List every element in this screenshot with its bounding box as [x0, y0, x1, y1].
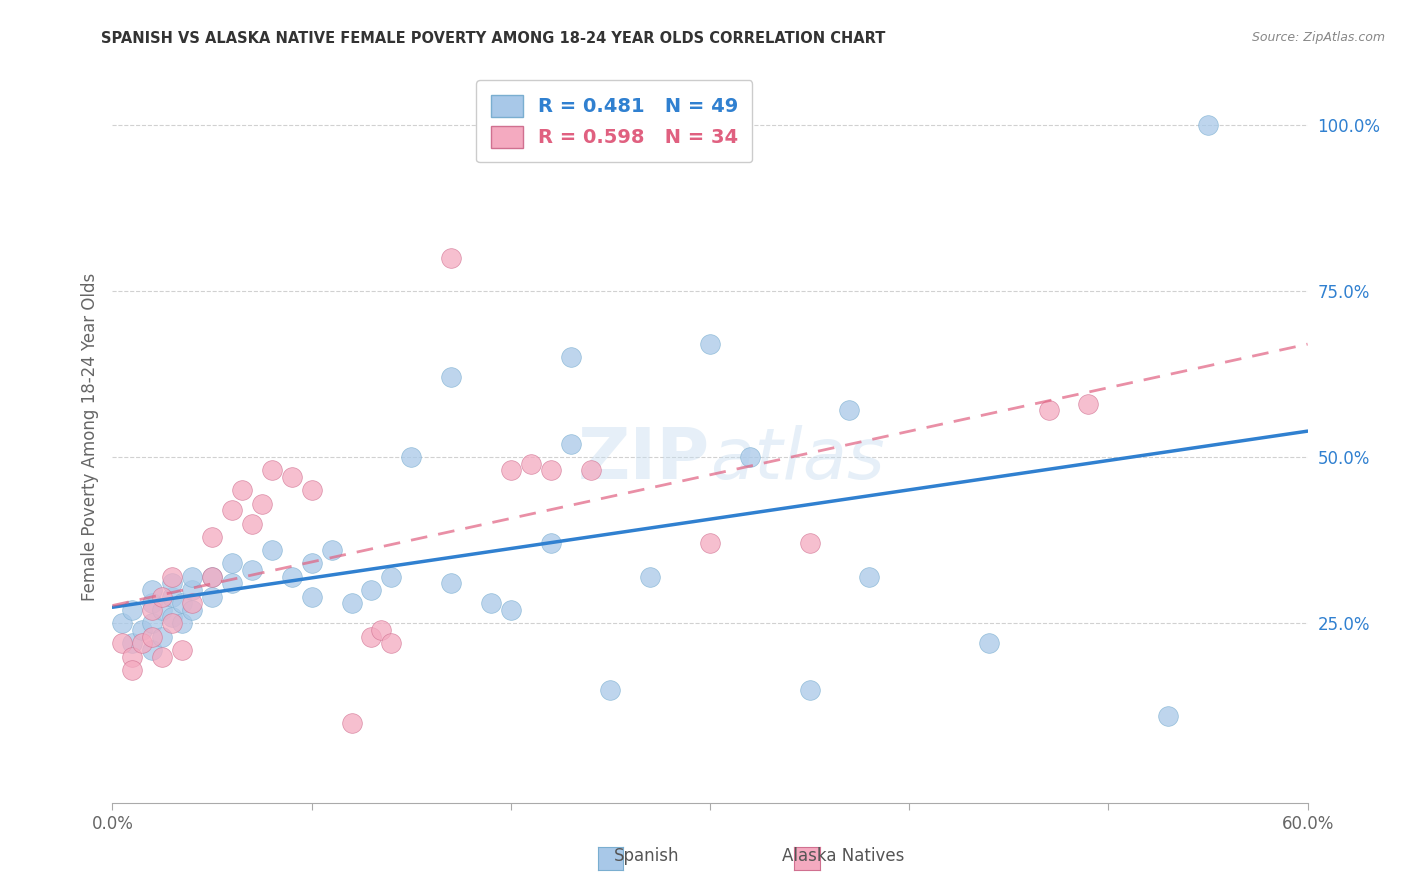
Point [540, 463, 562, 477]
Point [162, 570, 183, 584]
Point [141, 643, 163, 657]
Point [799, 682, 821, 697]
Point [201, 590, 224, 604]
Text: SPANISH VS ALASKA NATIVE FEMALE POVERTY AMONG 18-24 YEAR OLDS CORRELATION CHART: SPANISH VS ALASKA NATIVE FEMALE POVERTY … [101, 31, 886, 46]
Point [141, 616, 163, 631]
Point [440, 370, 463, 384]
Text: Alaska Natives: Alaska Natives [782, 847, 905, 865]
Text: ZIP: ZIP [578, 425, 710, 493]
Point [560, 351, 582, 365]
Point [201, 570, 224, 584]
Point [479, 596, 502, 610]
Point [370, 623, 392, 637]
Point [321, 543, 343, 558]
Point [221, 557, 243, 571]
Point [640, 570, 662, 584]
Point [499, 463, 522, 477]
Point [221, 503, 243, 517]
Point [121, 636, 143, 650]
Point [150, 630, 173, 644]
Point [599, 682, 621, 697]
Point [181, 603, 204, 617]
Point [111, 636, 134, 650]
Point [440, 251, 463, 265]
Point [162, 590, 183, 604]
Point [360, 630, 382, 644]
Point [162, 576, 183, 591]
Point [201, 530, 224, 544]
Point [360, 582, 382, 597]
Point [111, 616, 134, 631]
Point [799, 536, 821, 550]
Point [240, 563, 263, 577]
Point [1197, 118, 1219, 132]
Point [838, 403, 860, 417]
Point [141, 582, 163, 597]
Point [340, 596, 363, 610]
Point [540, 536, 562, 550]
Point [301, 483, 323, 498]
Point [858, 570, 880, 584]
Text: Spanish: Spanish [614, 847, 679, 865]
Point [221, 576, 243, 591]
Point [1157, 709, 1180, 723]
Point [560, 436, 582, 450]
Point [281, 570, 304, 584]
Point [172, 643, 194, 657]
Point [699, 337, 721, 351]
Point [250, 497, 273, 511]
Point [172, 596, 194, 610]
Point [240, 516, 263, 531]
Point [150, 590, 173, 604]
Point [201, 570, 224, 584]
Point [141, 596, 163, 610]
Point [181, 596, 204, 610]
Y-axis label: Female Poverty Among 18-24 Year Olds: Female Poverty Among 18-24 Year Olds [80, 273, 98, 601]
Point [520, 457, 543, 471]
Point [281, 470, 304, 484]
Point [231, 483, 253, 498]
Point [150, 603, 173, 617]
Point [121, 603, 143, 617]
Point [141, 630, 163, 644]
Text: atlas: atlas [710, 425, 884, 493]
Point [738, 450, 761, 464]
Point [440, 576, 463, 591]
Point [380, 636, 402, 650]
Point [181, 582, 204, 597]
Point [131, 623, 153, 637]
Point [260, 543, 283, 558]
Point [401, 450, 423, 464]
Point [699, 536, 721, 550]
Point [301, 590, 323, 604]
Point [121, 649, 143, 664]
Point [579, 463, 602, 477]
Point [141, 603, 163, 617]
Point [181, 570, 204, 584]
Point [260, 463, 283, 477]
Point [162, 609, 183, 624]
Text: Source: ZipAtlas.com: Source: ZipAtlas.com [1251, 31, 1385, 45]
Point [162, 616, 183, 631]
Point [150, 649, 173, 664]
Point [172, 616, 194, 631]
Point [380, 570, 402, 584]
Point [340, 716, 363, 731]
Point [301, 557, 323, 571]
Point [131, 636, 153, 650]
Legend: R = 0.481   N = 49, R = 0.598   N = 34: R = 0.481 N = 49, R = 0.598 N = 34 [477, 80, 752, 162]
Point [1038, 403, 1060, 417]
Point [977, 636, 1000, 650]
Point [121, 663, 143, 677]
Point [1077, 397, 1099, 411]
Point [499, 603, 522, 617]
